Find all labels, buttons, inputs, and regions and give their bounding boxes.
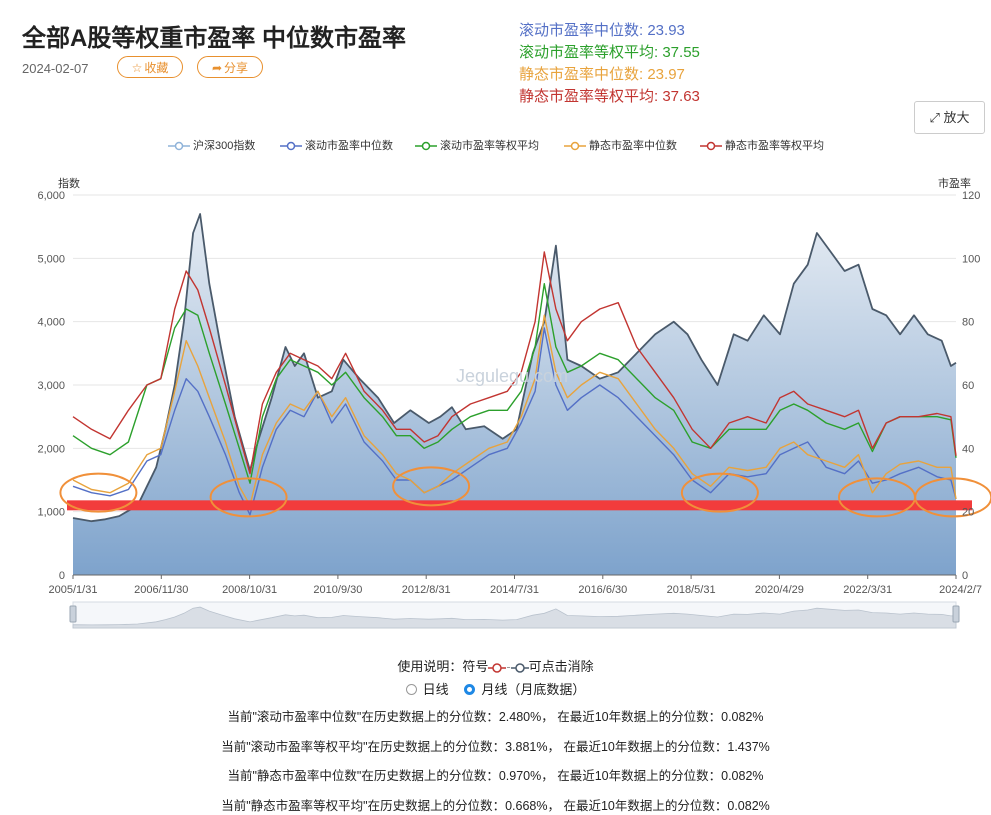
highlight-circle — [680, 472, 759, 513]
x-tick-label: 2016/6/30 — [578, 584, 627, 596]
series-lines — [72, 213, 957, 523]
reference-band — [67, 500, 972, 511]
period-selector: 日线 月线（月底数据） — [0, 679, 991, 698]
legend-label: 静态市盈率中位数 — [589, 140, 677, 152]
legend-label: 滚动市盈率等权平均 — [440, 140, 539, 152]
usage-suffix: 可点击消除 — [528, 659, 594, 674]
legend-marker-icon — [168, 141, 190, 151]
y-right-axis-label: 市盈率 — [938, 176, 971, 190]
stat-line-2: 静态市盈率中位数: 23.97 — [519, 66, 685, 83]
series-line-1 — [72, 327, 957, 516]
x-tick-label: 2024/2/7 — [939, 584, 982, 596]
slider-handle[interactable] — [952, 605, 960, 623]
favorite-label: 收藏 — [144, 61, 169, 75]
x-tick-label: 2008/10/31 — [222, 584, 277, 596]
y-right-tick-label: 20 — [962, 507, 974, 519]
x-tick-label: 2020/4/29 — [755, 584, 804, 596]
stat-line-0: 滚动市盈率中位数: 23.93 — [519, 22, 685, 39]
x-tick-label: 2012/8/31 — [402, 584, 451, 596]
share-button[interactable]: ➦ 分享 — [197, 56, 263, 78]
slider-preview — [72, 606, 957, 629]
share-label: 分享 — [224, 61, 249, 75]
y-left-tick-label: 0 — [59, 570, 65, 582]
x-tick-label: 2014/7/31 — [490, 584, 539, 596]
percentile-line-0: 当前"滚动市盈率中位数"在历史数据上的分位数：2.480%， 在最近10年数据上… — [227, 710, 764, 724]
share-arrow-icon: ➦ — [211, 61, 223, 75]
radio-dot — [464, 684, 476, 695]
series-line-3 — [72, 314, 957, 506]
red-marker-icon — [488, 662, 507, 673]
legend-item-static-median[interactable]: 静态市盈率中位数 — [564, 137, 677, 155]
legend-marker-icon — [564, 141, 586, 151]
radio-monthly[interactable]: 月线（月底数据） — [464, 679, 585, 698]
y-right-tick-label: 100 — [962, 253, 980, 265]
dark-marker-icon — [510, 662, 529, 673]
y-left-tick-label: 2,000 — [37, 443, 65, 455]
series-line-hs300 — [72, 213, 957, 523]
highlight-circle — [59, 472, 138, 513]
series-line-2 — [72, 283, 957, 484]
axes: 0 1,000 2,000 3,000 4,000 5,000 6,000 0 20 40 60 80… — [37, 176, 982, 596]
date-label: 2024-02-07 — [22, 61, 89, 76]
highlight-circle — [392, 466, 471, 507]
usage-prefix: 使用说明：符号 — [397, 659, 489, 674]
star-icon: ☆ — [131, 61, 143, 75]
highlight-circle — [209, 477, 288, 518]
zoom-label: 放大 — [943, 110, 970, 125]
pe-chart: 0 1,000 2,000 3,000 4,000 5,000 6,000 0 20 40 60 80… — [37, 176, 991, 629]
y-right-tick-label: 60 — [962, 380, 974, 392]
radio-label: 日线 — [422, 682, 449, 697]
stat-line-1: 滚动市盈率等权平均: 37.55 — [519, 44, 700, 61]
series-area-hs300 — [73, 214, 956, 575]
x-tick-label: 2022/3/31 — [843, 584, 892, 596]
x-tick-label: 2005/1/31 — [49, 584, 98, 596]
legend-label: 沪深300指数 — [193, 140, 256, 152]
y-left-tick-label: 5,000 — [37, 253, 65, 265]
x-tick-label: 2010/9/30 — [313, 584, 362, 596]
legend-item-static-mean[interactable]: 静态市盈率等权平均 — [700, 137, 824, 155]
legend-label: 滚动市盈率中位数 — [305, 140, 393, 152]
x-tick-label: 2018/5/31 — [667, 584, 716, 596]
radio-label: 月线（月底数据） — [481, 682, 586, 697]
legend-item-ttm-mean[interactable]: 滚动市盈率等权平均 — [415, 137, 539, 155]
legend-marker-icon — [280, 141, 302, 151]
radio-daily[interactable]: 日线 — [405, 679, 449, 698]
legend-item-hs300[interactable]: 沪深300指数 — [168, 137, 255, 155]
legend-marker-icon — [415, 141, 437, 151]
chart-legend: 沪深300指数 滚动市盈率中位数 滚动市盈率等权平均 静态市盈率中位数 静态市盈… — [0, 137, 991, 155]
zoom-button[interactable]: ⤢ 放大 — [914, 101, 985, 134]
y-left-tick-label: 4,000 — [37, 317, 65, 329]
watermark: Jegulegu.com — [456, 366, 568, 386]
y-right-tick-label: 0 — [962, 570, 968, 582]
legend-marker-icon — [700, 141, 722, 151]
y-left-axis-label: 指数 — [58, 176, 80, 190]
series-line-4 — [72, 251, 957, 475]
zoom-slider[interactable] — [69, 601, 960, 629]
y-right-tick-label: 40 — [962, 443, 974, 455]
stat-line-3: 静态市盈率等权平均: 37.63 — [519, 88, 700, 105]
legend-label: 静态市盈率等权平均 — [725, 140, 824, 152]
highlight-circle — [914, 477, 991, 518]
legend-item-ttm-median[interactable]: 滚动市盈率中位数 — [280, 137, 393, 155]
expand-icon: ⤢ — [929, 110, 940, 125]
y-left-tick-label: 6,000 — [37, 190, 65, 202]
percentile-line-1: 当前"滚动市盈率等权平均"在历史数据上的分位数：3.881%， 在最近10年数据… — [221, 740, 770, 754]
y-right-tick-label: 120 — [962, 190, 980, 202]
index-area — [73, 214, 956, 575]
y-right-tick-label: 80 — [962, 317, 974, 329]
stats-panel: 滚动市盈率中位数: 23.93 滚动市盈率等权平均: 37.55 静态市盈率中位… — [519, 20, 700, 108]
slider-handle[interactable] — [69, 605, 77, 623]
radio-dot — [405, 684, 417, 695]
favorite-button[interactable]: ☆ 收藏 — [117, 56, 183, 78]
y-left-tick-label: 1,000 — [37, 507, 65, 519]
percentile-line-3: 当前"静态市盈率等权平均"在历史数据上的分位数：0.668%， 在最近10年数据… — [221, 799, 770, 813]
y-left-tick-label: 3,000 — [37, 380, 65, 392]
page-title: 全部A股等权重市盈率 中位数市盈率 — [22, 25, 406, 52]
x-tick-label: 2006/11/30 — [134, 584, 188, 596]
usage-note: 使用说明：符号 - 可点击消除 — [397, 659, 594, 674]
annotations — [59, 466, 991, 518]
percentile-line-2: 当前"静态市盈率中位数"在历史数据上的分位数：0.970%， 在最近10年数据上… — [227, 769, 764, 783]
